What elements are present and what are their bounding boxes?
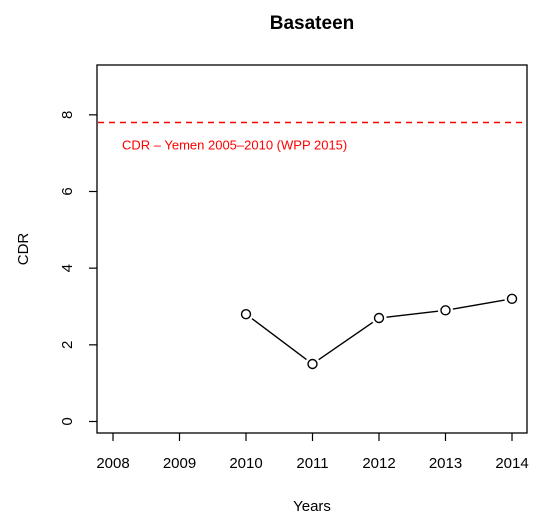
x-axis-label: Years — [293, 498, 331, 515]
data-point — [373, 312, 385, 324]
y-tick-label: 6 — [59, 187, 76, 195]
data-point — [440, 305, 451, 316]
plot-frame — [96, 64, 528, 434]
series-layer — [240, 293, 518, 370]
x-tick-label: 2008 — [96, 455, 129, 472]
x-tick-label: 2012 — [362, 455, 395, 472]
series-line-segment — [318, 321, 374, 361]
reference-line-label: CDR – Yemen 2005–2010 (WPP 2015) — [122, 138, 347, 153]
x-tick-label: 2011 — [296, 455, 328, 472]
y-tick-label: 4 — [59, 264, 76, 272]
x-tick-label: 2009 — [163, 455, 196, 472]
series-line-segment — [386, 310, 439, 318]
y-tick-label: 8 — [59, 111, 76, 119]
chart-title: Basateen — [270, 13, 355, 34]
x-tick-label: 2013 — [429, 455, 462, 472]
y-tick-label: 2 — [59, 341, 76, 349]
x-tick-label: 2010 — [229, 455, 262, 472]
x-axis: 2008 2009 2010 2011 2012 2013 2014 — [96, 433, 529, 472]
data-point — [307, 358, 318, 370]
data-point — [240, 308, 252, 320]
series-line-segment — [452, 299, 505, 310]
x-tick-label: 2014 — [495, 455, 528, 472]
y-axis: 0 2 4 6 8 — [59, 111, 97, 426]
y-axis-label: CDR — [15, 233, 32, 266]
y-tick-label: 0 — [59, 417, 76, 425]
series-line-segment — [251, 318, 307, 361]
data-point — [506, 293, 518, 305]
